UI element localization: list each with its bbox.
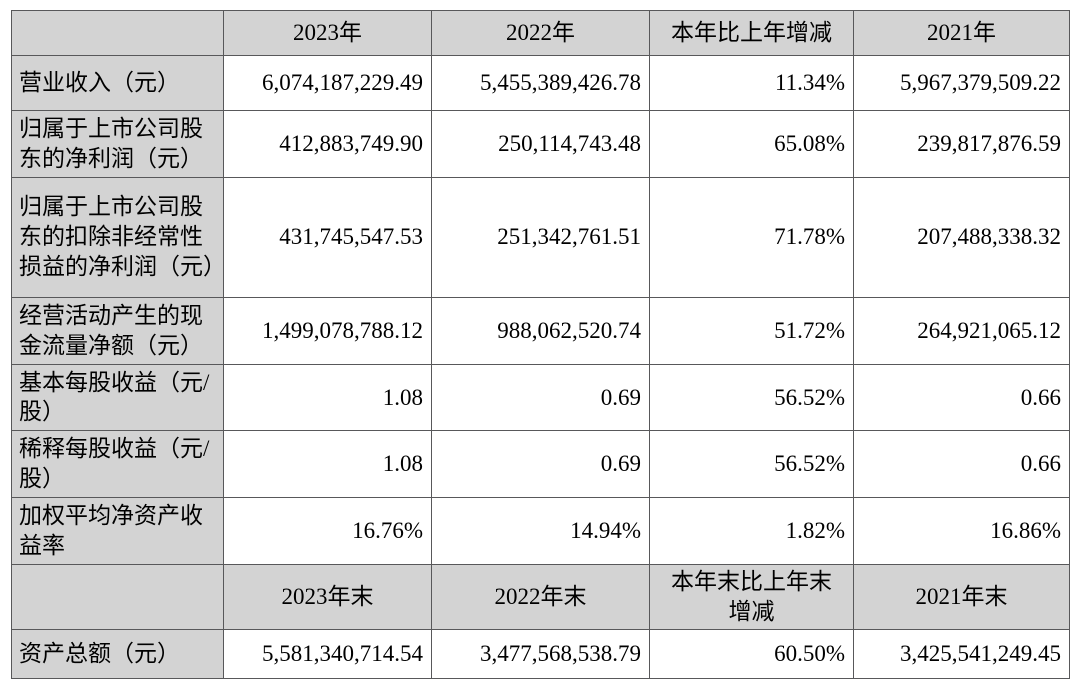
- period-header-row: 2023年 2022年 本年比上年增减 2021年: [11, 10, 1070, 56]
- row-label: 稀释每股收益（元/股）: [11, 430, 224, 499]
- row-label: 经营活动产生的现金流量净额（元）: [11, 296, 224, 365]
- header-cell-2023-end: 2023年末: [223, 563, 432, 630]
- value-2023: 1.08: [223, 363, 432, 432]
- table-row-basic-eps: 基本每股收益（元/股） 1.08 0.69 56.52% 0.66: [11, 363, 1070, 432]
- row-label: 归属于上市公司股东的扣除非经常性损益的净利润（元）: [11, 176, 224, 298]
- value-change: 51.72%: [649, 296, 854, 365]
- header-cell-yoy-change: 本年比上年增减: [649, 10, 854, 56]
- value-2021: 239,817,876.59: [853, 110, 1070, 178]
- value-change: 56.52%: [649, 430, 854, 499]
- table-row-diluted-eps: 稀释每股收益（元/股） 1.08 0.69 56.52% 0.66: [11, 430, 1070, 499]
- row-label: 基本每股收益（元/股）: [11, 363, 224, 432]
- value-change: 71.78%: [649, 176, 854, 298]
- value-2021: 3,425,541,249.45: [853, 628, 1070, 679]
- value-2023: 412,883,749.90: [223, 110, 432, 178]
- row-label: 资产总额（元）: [11, 628, 224, 679]
- value-2022: 0.69: [431, 363, 650, 432]
- table-row-net-profit: 归属于上市公司股东的净利润（元） 412,883,749.90 250,114,…: [11, 110, 1070, 178]
- table-row-total-assets: 资产总额（元） 5,581,340,714.54 3,477,568,538.7…: [11, 628, 1070, 679]
- value-change: 1.82%: [649, 497, 854, 565]
- value-change: 65.08%: [649, 110, 854, 178]
- value-2021: 207,488,338.32: [853, 176, 1070, 298]
- value-2023: 431,745,547.53: [223, 176, 432, 298]
- value-2021: 16.86%: [853, 497, 1070, 565]
- table-row-weighted-avg-roe: 加权平均净资产收益率 16.76% 14.94% 1.82% 16.86%: [11, 497, 1070, 565]
- value-2022: 251,342,761.51: [431, 176, 650, 298]
- row-label: 归属于上市公司股东的净利润（元）: [11, 110, 224, 178]
- value-2021: 0.66: [853, 430, 1070, 499]
- header-cell-2022: 2022年: [431, 10, 650, 56]
- table-row-operating-revenue: 营业收入（元） 6,074,187,229.49 5,455,389,426.7…: [11, 55, 1070, 111]
- value-2022: 988,062,520.74: [431, 296, 650, 365]
- value-2023: 5,581,340,714.54: [223, 628, 432, 679]
- header-cell-2021: 2021年: [853, 10, 1070, 56]
- value-2023: 16.76%: [223, 497, 432, 565]
- value-2023: 1.08: [223, 430, 432, 499]
- value-2022: 14.94%: [431, 497, 650, 565]
- header-cell-yoy-end-change: 本年末比上年末增减: [649, 563, 854, 630]
- header-cell-2023: 2023年: [223, 10, 432, 56]
- period-end-header-row: 2023年末 2022年末 本年末比上年末增减 2021年末: [11, 563, 1070, 630]
- value-2021: 264,921,065.12: [853, 296, 1070, 365]
- header-cell-2021-end: 2021年末: [853, 563, 1070, 630]
- table-row-operating-cash-flow: 经营活动产生的现金流量净额（元） 1,499,078,788.12 988,06…: [11, 296, 1070, 365]
- value-2021: 5,967,379,509.22: [853, 55, 1070, 111]
- report-page: 2023年 2022年 本年比上年增减 2021年 营业收入（元） 6,074,…: [11, 10, 1070, 679]
- row-label: 加权平均净资产收益率: [11, 497, 224, 565]
- row-label: 营业收入（元）: [11, 55, 224, 111]
- value-2022: 0.69: [431, 430, 650, 499]
- value-2021: 0.66: [853, 363, 1070, 432]
- table-row-net-profit-excl-nonrecurring: 归属于上市公司股东的扣除非经常性损益的净利润（元） 431,745,547.53…: [11, 176, 1070, 298]
- value-change: 11.34%: [649, 55, 854, 111]
- corner-cell: [11, 10, 224, 56]
- value-change: 56.52%: [649, 363, 854, 432]
- value-2022: 250,114,743.48: [431, 110, 650, 178]
- financial-summary-table: 2023年 2022年 本年比上年增减 2021年 营业收入（元） 6,074,…: [11, 10, 1070, 679]
- value-change: 60.50%: [649, 628, 854, 679]
- corner-cell: [11, 563, 224, 630]
- value-2022: 3,477,568,538.79: [431, 628, 650, 679]
- header-cell-2022-end: 2022年末: [431, 563, 650, 630]
- value-2023: 6,074,187,229.49: [223, 55, 432, 111]
- value-2022: 5,455,389,426.78: [431, 55, 650, 111]
- value-2023: 1,499,078,788.12: [223, 296, 432, 365]
